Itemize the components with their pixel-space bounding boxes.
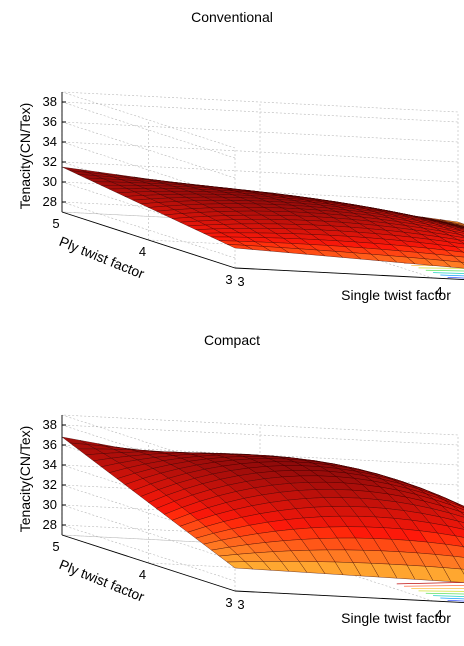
ply-axis-line [61, 534, 236, 592]
chart-panel-compact: Compact383634323028543345Tenacity(CN/Tex… [0, 323, 464, 646]
surface-patch [455, 246, 464, 253]
contour-line [433, 272, 464, 274]
ply-axis-line [61, 211, 236, 269]
z-axis-label: Tenacity(CN/Tex) [17, 426, 33, 533]
chart-svg-compact: Compact383634323028543345Tenacity(CN/Tex… [17, 332, 464, 626]
surface-patch [447, 241, 464, 249]
surface-patch [456, 226, 464, 230]
surface-patch [447, 525, 464, 538]
axes [61, 92, 464, 281]
surface-patch [452, 555, 464, 570]
surface-patch [457, 520, 464, 529]
single-axis-line [234, 267, 464, 281]
ply-tick-label: 5 [52, 539, 59, 554]
z-tick-label: 38 [43, 94, 57, 109]
z-tick-label: 34 [43, 457, 57, 472]
z-axis-label: Tenacity(CN/Tex) [17, 103, 33, 210]
z-tick-label: 32 [43, 477, 57, 492]
surface-patch [454, 502, 464, 508]
contour-line [404, 585, 464, 587]
surface-patch [454, 228, 464, 232]
surface-patch [449, 512, 464, 523]
contour-line [425, 269, 464, 272]
z-tick-label: 32 [43, 154, 57, 169]
z-tick-label: 30 [43, 497, 57, 512]
ply-axis-label: Ply twist factor [57, 233, 147, 282]
surface-patch [452, 230, 464, 236]
single-axis-line [234, 590, 464, 604]
surface [61, 166, 464, 269]
surface-patch [449, 235, 464, 241]
surface-patch [446, 225, 464, 231]
single-axis-label: Single twist factor [341, 610, 451, 626]
z-tick-label: 30 [43, 174, 57, 189]
surface-patch [457, 239, 464, 244]
single-tick-label: 4 [435, 284, 442, 299]
contour-line [433, 595, 464, 597]
ply-axis-label: Ply twist factor [57, 556, 147, 605]
single-tick-label: 3 [237, 274, 244, 289]
surface-patch [452, 505, 464, 514]
contour-line [418, 267, 464, 269]
surface-patch [460, 234, 464, 237]
z-tick-label: 28 [43, 194, 57, 209]
surface-patch [452, 255, 464, 263]
surface [61, 436, 464, 583]
ply-tick-label: 3 [225, 272, 232, 287]
ply-tick-label: 5 [52, 216, 59, 231]
single-tick-label: 4 [435, 607, 442, 622]
ply-tick-label: 4 [139, 567, 146, 582]
z-tick-label: 34 [43, 134, 57, 149]
surface-patch [462, 231, 464, 233]
chart-title: Compact [204, 332, 260, 348]
z-tick-label: 28 [43, 517, 57, 532]
axes [61, 415, 464, 604]
single-tick-label: 3 [237, 597, 244, 612]
z-tick-label: 36 [43, 114, 57, 129]
z-tick-label: 38 [43, 417, 57, 432]
z-tick-label: 36 [43, 437, 57, 452]
ply-tick-label: 4 [139, 244, 146, 259]
contour-line [418, 590, 464, 592]
surface-patch [455, 535, 464, 547]
single-axis-label: Single twist factor [341, 287, 451, 303]
floor-contours [396, 582, 464, 602]
chart-title: Conventional [191, 9, 273, 25]
ply-tick-label: 3 [225, 595, 232, 610]
contour-line [425, 592, 464, 595]
contour-line [396, 582, 464, 585]
chart-panel-conventional: Conventional383634323028543345Tenacity(C… [17, 9, 464, 303]
surface-patch [459, 511, 464, 516]
chart-svg-conventional: Conventional383634323028543345Tenacity(C… [17, 9, 464, 303]
